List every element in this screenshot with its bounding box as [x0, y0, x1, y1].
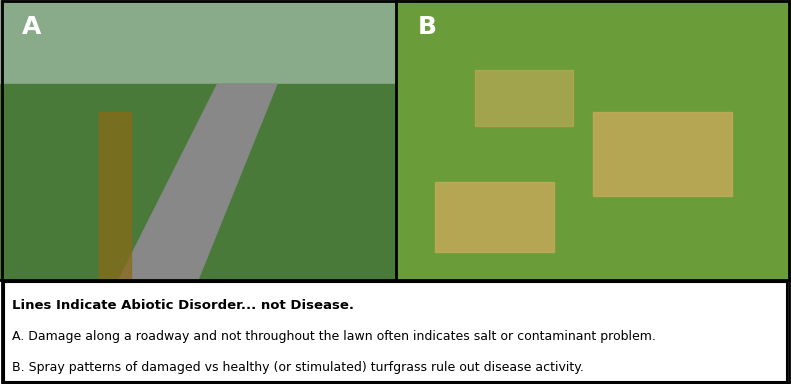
- Bar: [435, 182, 554, 252]
- Polygon shape: [119, 84, 277, 280]
- FancyBboxPatch shape: [4, 282, 787, 382]
- Text: B: B: [418, 15, 437, 39]
- Bar: [0, 84, 396, 280]
- Bar: [0, 0, 396, 84]
- Bar: [99, 112, 131, 280]
- Bar: [593, 112, 732, 196]
- Text: A: A: [22, 15, 41, 39]
- Text: A. Damage along a roadway and not throughout the lawn often indicates salt or co: A. Damage along a roadway and not throug…: [12, 330, 656, 343]
- Bar: [475, 70, 573, 126]
- Text: B. Spray patterns of damaged vs healthy (or stimulated) turfgrass rule out disea: B. Spray patterns of damaged vs healthy …: [12, 361, 584, 374]
- Text: Lines Indicate Abiotic Disorder... not Disease.: Lines Indicate Abiotic Disorder... not D…: [12, 299, 354, 312]
